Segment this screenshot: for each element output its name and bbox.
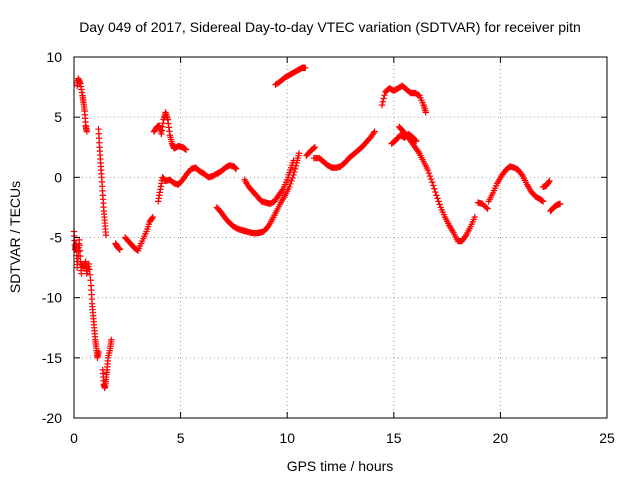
- data-point: [182, 146, 190, 153]
- y-tick-labels: -20 -15 -10 -5 0 5 10: [42, 49, 62, 426]
- y-axis-label: SDTVAR / TECUs: [7, 181, 23, 293]
- data-point: [86, 266, 93, 273]
- data-point: [428, 178, 436, 186]
- data-point: [415, 148, 422, 155]
- data-point: [432, 188, 439, 196]
- data-point: [378, 101, 386, 109]
- data-point: [546, 177, 553, 185]
- data-point: [371, 128, 378, 135]
- data-point: [518, 171, 525, 178]
- y-tick-label: 5: [54, 109, 62, 125]
- data-point: [278, 187, 286, 195]
- plot-frame: [73, 56, 608, 419]
- data-point: [302, 64, 309, 72]
- data-point: [462, 233, 469, 240]
- data-point: [381, 92, 388, 99]
- data-point: [232, 165, 240, 173]
- data-point: [83, 128, 90, 135]
- x-tick-label: 10: [279, 430, 295, 446]
- data-point: [287, 180, 294, 188]
- data-point: [424, 166, 432, 174]
- data-point: [435, 198, 442, 205]
- data-point: [484, 205, 491, 212]
- data-point: [149, 213, 157, 221]
- data-point: [539, 198, 547, 205]
- data-point: [95, 348, 102, 356]
- data-point: [412, 137, 419, 144]
- y-tick-label: -5: [50, 230, 63, 246]
- data-point: [288, 177, 295, 185]
- data-point: [370, 129, 377, 137]
- data-points: [70, 64, 564, 392]
- data-point: [436, 201, 443, 208]
- data-point: [379, 98, 387, 106]
- data-point: [85, 260, 93, 268]
- data-point: [430, 182, 437, 189]
- y-tick-label: -10: [42, 290, 62, 306]
- data-point: [102, 231, 110, 239]
- y-tick-label: 10: [46, 49, 62, 65]
- data-point: [295, 150, 303, 157]
- grid-lines: [74, 57, 607, 418]
- x-tick-label: 25: [599, 430, 615, 446]
- data-point: [425, 169, 433, 177]
- data-point: [545, 178, 552, 186]
- data-point: [148, 215, 156, 222]
- data-point: [291, 165, 299, 173]
- y-tick-label: 0: [54, 169, 62, 185]
- data-point: [76, 252, 84, 260]
- data-point: [290, 157, 297, 164]
- x-tick-label: 15: [386, 430, 402, 446]
- data-point: [380, 95, 387, 102]
- axis-ticks: [73, 56, 608, 419]
- data-point: [427, 175, 435, 183]
- data-point: [434, 195, 441, 202]
- data-point: [289, 174, 296, 182]
- data-point: [86, 271, 94, 279]
- data-point: [108, 336, 115, 343]
- x-tick-label: 0: [70, 430, 78, 446]
- data-point: [76, 247, 84, 254]
- data-point: [310, 144, 318, 152]
- data-point: [539, 197, 546, 204]
- data-point: [431, 185, 438, 192]
- data-point: [311, 144, 319, 151]
- data-point: [76, 242, 83, 249]
- data-point: [422, 109, 429, 116]
- data-point: [433, 192, 440, 199]
- y-tick-label: -20: [42, 410, 62, 426]
- data-point: [181, 145, 189, 153]
- x-tick-label: 20: [493, 430, 509, 446]
- data-point: [292, 162, 300, 170]
- x-tick-labels: 0 5 10 15 20 25: [70, 430, 615, 446]
- data-point: [556, 200, 564, 208]
- x-tick-label: 5: [177, 430, 185, 446]
- data-point: [291, 168, 298, 176]
- x-axis-label: GPS time / hours: [287, 458, 394, 474]
- data-point: [87, 277, 94, 284]
- data-point: [426, 172, 434, 180]
- data-point: [471, 213, 479, 221]
- chart-title: Day 049 of 2017, Sidereal Day-to-day VTE…: [79, 19, 581, 35]
- data-point: [483, 204, 490, 211]
- y-tick-label: -15: [42, 350, 62, 366]
- data-point: [116, 246, 124, 253]
